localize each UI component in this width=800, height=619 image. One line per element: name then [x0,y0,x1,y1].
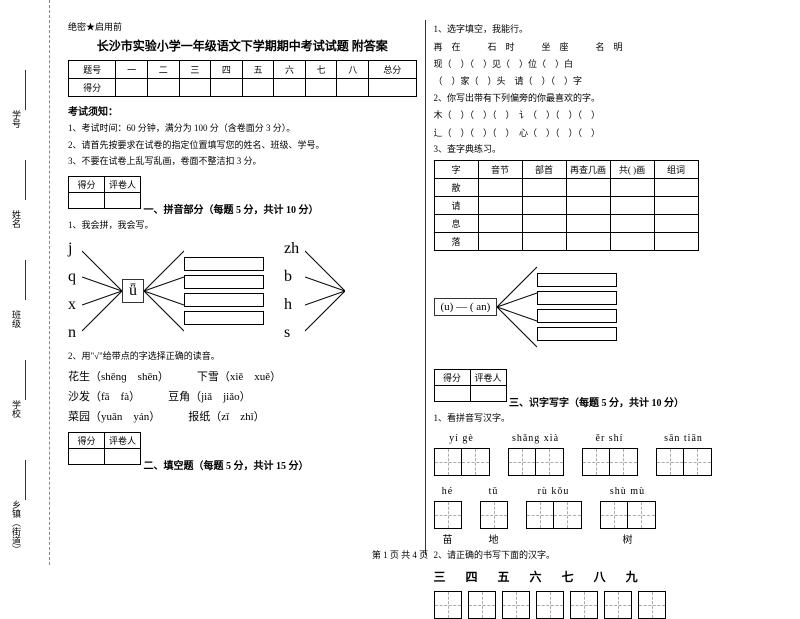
q1-2: 2、用"√"给带点的字选择正确的读音。 [68,350,417,364]
binding-line [25,460,26,500]
secrecy-label: 绝密★启用前 [68,20,417,33]
binding-label: 班级 [10,310,23,328]
fill-line: （ ）家（ ）头 请（ ）（ ）字 [434,74,783,88]
vowel-box: ǖ [122,279,144,303]
binding-label: 学校 [10,400,23,418]
binding-line [25,260,26,300]
radical-line: 辶（ ）（ ）（ ） 心（ ）（ ）（ ） [434,126,783,140]
binding-line [25,70,26,110]
notice-item: 3、不要在试卷上乱写乱画，卷面不整洁扣 3 分。 [68,155,417,169]
left-column: 绝密★启用前 长沙市实验小学一年级语文下学期期中考试试题 附答案 题号一二三四五… [60,20,426,555]
notice-item: 1、考试时间：60 分钟，满分为 100 分（含卷面分 3 分）。 [68,122,417,136]
fill-line: 现（ ）（ ）见（ ）位（ ）白 [434,57,783,71]
marker-box: 得分评卷人 [68,432,141,465]
fill-line: 再 在 石 时 坐 座 名 明 [434,40,783,54]
section-1-title: 一、拼音部分（每题 5 分，共计 10 分） [144,205,319,216]
binding-margin: 乡镇（街道） 学校 班级 姓名 学号 [0,0,50,565]
binding-label: 乡镇（街道） [10,500,23,554]
q2-1: 1、选字填空，我能行。 [434,23,783,37]
pinyin-diagram-left: jqxn ǖ zhbhs [68,240,417,342]
exam-title: 长沙市实验小学一年级语文下学期期中考试试题 附答案 [68,37,417,54]
notice-title: 考试须知： [68,103,417,118]
q1-1: 1、我会拼，我会写。 [68,219,417,233]
binding-line [25,360,26,400]
notice-item: 2、请首先按要求在试卷的指定位置填写您的姓名、班级、学号。 [68,139,417,153]
marker-box: 得分评卷人 [68,176,141,209]
marker-box: 得分评卷人 [434,369,507,402]
number-row: 三四五六七八九 [434,568,783,585]
binding-label: 学号 [10,110,23,128]
binding-label: 姓名 [10,210,23,228]
right-column: 1、选字填空，我能行。 再 在 石 时 坐 座 名 明 现（ ）（ ）见（ ）位… [426,20,791,555]
pinyin-diagram-right: (u) — ( an) [434,257,783,357]
q2-2: 2、你写出带有下列偏旁的你最喜欢的字。 [434,92,783,106]
vowel-box: (u) — ( an) [434,298,498,316]
binding-line [25,160,26,200]
dictionary-table: 字音节部首再查几画共( )画组词 散 请 息 落 [434,160,699,251]
q3-1: 1、看拼音写汉字。 [434,412,783,426]
q2-3: 3、查字典练习。 [434,143,783,157]
radical-line: 木（ ）（ ）（ ） 讠（ ）（ ）（ ） [434,108,783,122]
section-2-title: 二、填空题（每题 5 分，共计 15 分） [144,461,309,472]
section-3-title: 三、识字写字（每题 5 分，共计 10 分） [509,398,684,409]
page-footer: 第 1 页 共 4 页 [0,548,800,561]
score-table: 题号一二三四五六七八总分 得分 [68,60,417,97]
